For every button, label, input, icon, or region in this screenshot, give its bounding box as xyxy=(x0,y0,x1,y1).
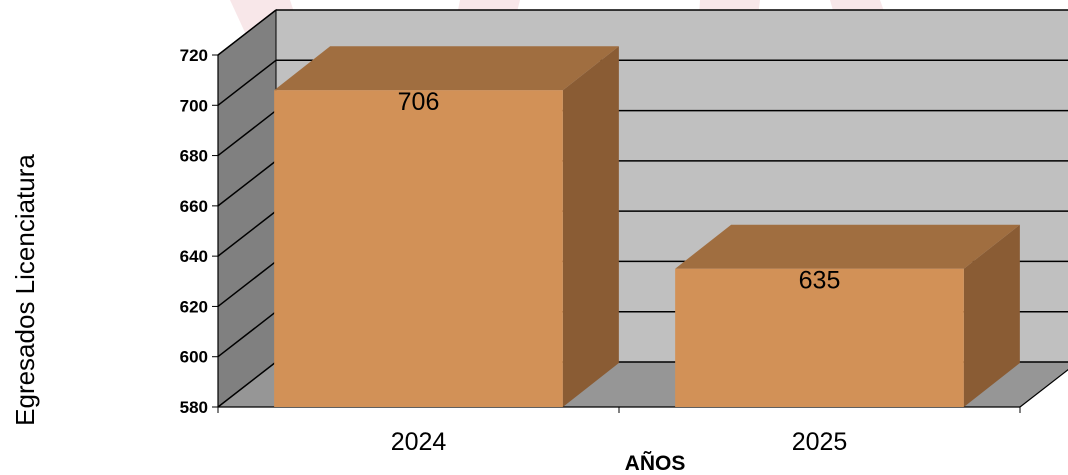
y-tick-label: 720 xyxy=(180,46,208,65)
y-tick-label: 620 xyxy=(180,297,208,316)
floor-edge xyxy=(1019,368,1068,408)
y-tick-label: 640 xyxy=(180,247,208,266)
gridline-side xyxy=(217,361,277,408)
y-axis: 580 600 620 640 660 680 700 720 xyxy=(180,46,219,417)
gridline-side xyxy=(217,260,277,308)
bar xyxy=(675,224,1020,407)
data-labels: 706 635 xyxy=(398,88,841,295)
gridline-side xyxy=(217,9,277,56)
bar-top xyxy=(274,46,619,91)
x-axis: 2024 2025 xyxy=(217,368,1068,456)
y-tick-label: 600 xyxy=(180,348,208,367)
bar-front xyxy=(274,90,563,407)
gridline-side xyxy=(217,210,277,257)
gridline-side xyxy=(217,59,277,106)
y-tick-label: 580 xyxy=(180,398,208,417)
bar-front xyxy=(675,268,964,407)
gridline-side xyxy=(217,109,277,157)
data-label: 635 xyxy=(799,267,841,295)
side-wall xyxy=(217,8,277,409)
y-axis-title: Egresados Licenciatura xyxy=(10,154,40,426)
x-tick-label: 2024 xyxy=(391,428,447,456)
bar-top xyxy=(675,224,1020,269)
y-tick-label: 660 xyxy=(180,197,208,216)
gridline-side xyxy=(217,311,277,358)
y-tick-label: 700 xyxy=(180,96,208,115)
bar xyxy=(274,46,619,407)
bar-side xyxy=(963,224,1020,407)
y-tick-label: 680 xyxy=(180,147,208,166)
data-label: 706 xyxy=(398,88,440,116)
gridline-side xyxy=(217,160,277,207)
bars xyxy=(274,46,1020,407)
x-tick-label: 2025 xyxy=(792,428,848,456)
x-axis-title: AÑOS xyxy=(625,452,686,475)
bar-side xyxy=(562,46,619,407)
